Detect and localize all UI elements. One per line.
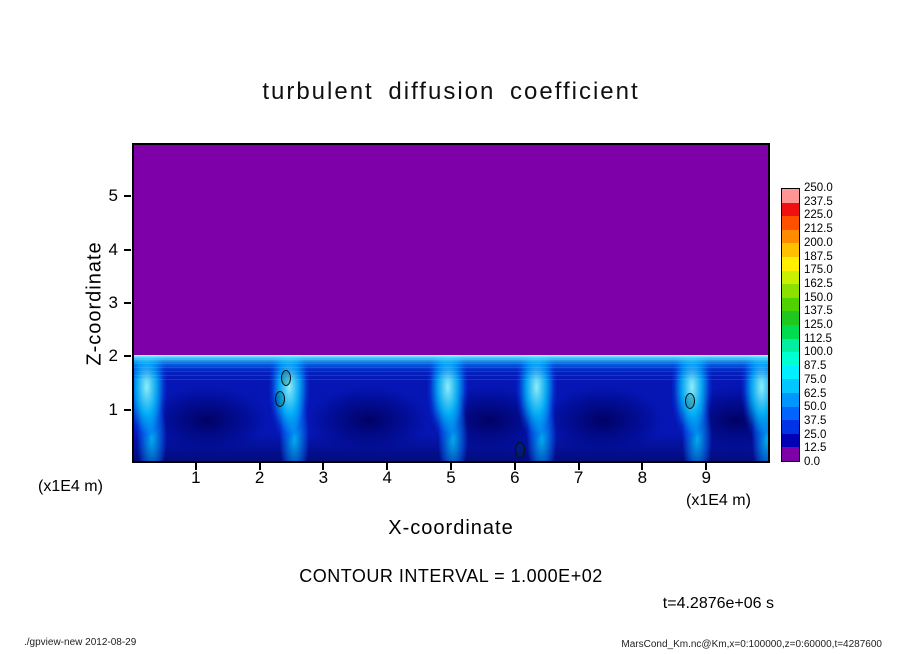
y-tickmark bbox=[124, 248, 131, 251]
footer-command-info: ./gpview-new 2012-08-29 bbox=[24, 637, 137, 648]
x-tick-label: 3 bbox=[318, 468, 329, 487]
y-tickmarks bbox=[124, 143, 132, 463]
y-tick-label: 4 bbox=[108, 239, 118, 259]
x-tickmark bbox=[322, 463, 325, 470]
y-tickmark bbox=[124, 195, 131, 198]
y-tick-label: 3 bbox=[108, 293, 118, 312]
striations-overlay bbox=[134, 355, 768, 382]
colorbar-cell bbox=[782, 243, 799, 257]
colorbar-cell bbox=[782, 338, 799, 353]
closed-contour bbox=[684, 393, 695, 410]
colorbar-tick-label: 0.0 bbox=[804, 456, 820, 468]
x-tick-label: 6 bbox=[510, 468, 520, 487]
colorbar-tick-label: 87.5 bbox=[804, 360, 827, 373]
x-tickmark bbox=[194, 463, 197, 470]
colorbar-cell bbox=[782, 324, 799, 339]
colorbar-tick-label: 12.5 bbox=[804, 442, 827, 455]
time-annotation: t=4.2876e+06 s bbox=[662, 595, 774, 612]
x-tickmark bbox=[641, 463, 644, 470]
colorbar-tick-label: 125.0 bbox=[804, 319, 833, 331]
colorbar-tick-label: 100.0 bbox=[804, 346, 833, 359]
colorbar-tick-label: 175.0 bbox=[804, 264, 833, 277]
colorbar-tick-label: 50.0 bbox=[804, 401, 827, 414]
colorbar-cell bbox=[782, 406, 799, 421]
x-tick-label: 2 bbox=[254, 468, 265, 487]
colorbar-cell bbox=[782, 379, 799, 393]
colorbar-tick-label: 225.0 bbox=[804, 209, 833, 222]
contour-interval-note: CONTOUR INTERVAL = 1.000E+02 bbox=[299, 566, 603, 586]
colorbar-cell bbox=[782, 189, 799, 203]
colorbar-tick-label: 212.5 bbox=[804, 223, 833, 236]
x-tickmark bbox=[258, 463, 261, 470]
colorbar-cell bbox=[782, 447, 799, 461]
colorbar-cell bbox=[782, 420, 799, 434]
colorbar-cell bbox=[782, 365, 799, 380]
closed-contour bbox=[274, 390, 285, 407]
x-tickmark bbox=[577, 463, 580, 470]
y-tick-labels: 1 2 3 4 5 bbox=[88, 143, 124, 463]
closed-contour bbox=[280, 369, 291, 386]
y-tickmark bbox=[124, 408, 131, 411]
colorbar-tick-label: 37.5 bbox=[804, 414, 827, 427]
x-tick-label: 9 bbox=[701, 468, 711, 487]
x-tickmark bbox=[450, 463, 452, 470]
colorbar-tick-label: 200.0 bbox=[804, 236, 833, 249]
colorbar-cell bbox=[782, 352, 799, 366]
colorbar-cell bbox=[782, 433, 799, 448]
colorbar-cell bbox=[782, 256, 799, 271]
colorbar-tick-label: 162.5 bbox=[804, 277, 833, 290]
x-tick-label: 7 bbox=[573, 468, 584, 487]
colorbar-cell bbox=[782, 229, 799, 244]
x-axis-unit-right: (x1E4 m) bbox=[686, 492, 751, 509]
colorbar-tick-label: 25.0 bbox=[804, 428, 827, 441]
plot-title: turbulent diffusion coefficient bbox=[262, 78, 640, 105]
colorbar bbox=[781, 188, 800, 462]
x-tickmark bbox=[705, 463, 708, 470]
plot-area bbox=[132, 143, 770, 463]
colorbar-cell bbox=[782, 216, 799, 230]
colorbar-cell bbox=[782, 270, 799, 285]
closed-contour bbox=[515, 442, 526, 459]
y-tick-label: 1 bbox=[108, 399, 118, 419]
colorbar-cell bbox=[782, 311, 799, 325]
x-tick-label: 1 bbox=[191, 468, 201, 487]
x-tick-label: 8 bbox=[637, 468, 648, 487]
colorbar-tick-label: 250.0 bbox=[804, 182, 833, 194]
x-tickmark bbox=[513, 463, 516, 470]
colorbar-tick-label: 237.5 bbox=[804, 195, 833, 208]
footer-file-info: MarsCond_Km.nc@Km,x=0:100000,z=0:60000,t… bbox=[621, 639, 882, 650]
y-tick-label: 5 bbox=[108, 186, 118, 206]
x-tick-label: 4 bbox=[382, 468, 392, 487]
x-tickmarks bbox=[132, 461, 770, 471]
x-axis-title: X-coordinate bbox=[388, 517, 514, 539]
colorbar-labels: 250.0 237.5 225.0 212.5 200.0 187.5 175.0 162.5… bbox=[804, 182, 854, 468]
x-axis-unit-left: (x1E4 m) bbox=[38, 478, 103, 495]
colorbar-tick-label: 112.5 bbox=[804, 332, 832, 345]
x-tick-labels: 1 2 3 4 5 6 7 8 9 bbox=[132, 468, 770, 488]
colorbar-cell bbox=[782, 284, 799, 298]
colorbar-tick-label: 137.5 bbox=[804, 305, 833, 318]
colorbar-cell bbox=[782, 202, 799, 217]
boundary-layer-band bbox=[134, 355, 768, 461]
colorbar-tick-label: 75.0 bbox=[804, 373, 827, 386]
y-tick-label: 2 bbox=[108, 346, 118, 366]
y-tickmark bbox=[124, 302, 131, 304]
y-tickmark bbox=[124, 355, 131, 358]
colorbar-tick-label: 150.0 bbox=[804, 291, 833, 304]
colorbar-tick-label: 62.5 bbox=[804, 387, 827, 400]
colorbar-cell bbox=[782, 392, 799, 407]
colorbar-cell bbox=[782, 297, 799, 312]
colorbar-tick-label: 187.5 bbox=[804, 250, 833, 263]
x-tickmark bbox=[386, 463, 389, 470]
x-tick-label: 5 bbox=[446, 468, 456, 487]
